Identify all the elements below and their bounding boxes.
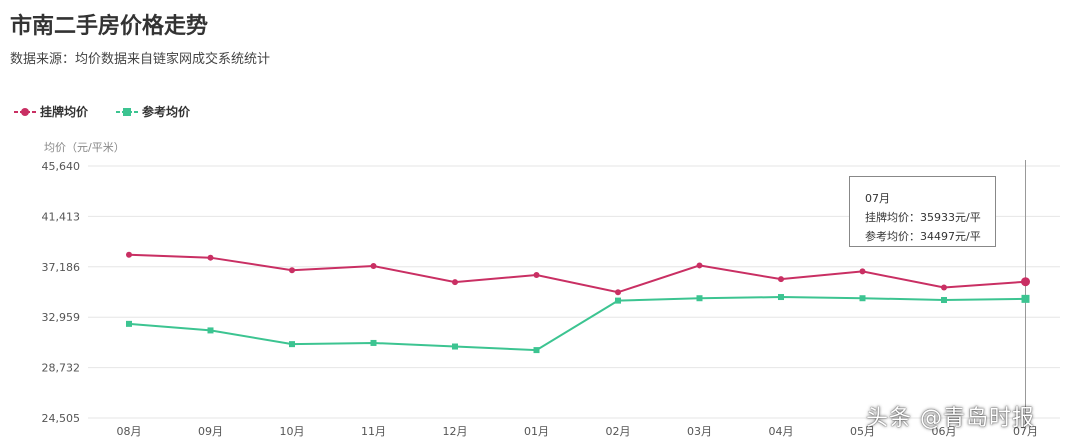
data-point-reference (941, 297, 947, 304)
x-tick-label: 01月 (524, 425, 549, 438)
data-point-reference (778, 294, 784, 301)
x-tick-label: 04月 (769, 425, 794, 438)
y-axis-title: 均价（元/平米） (44, 141, 125, 154)
tooltip-reference-value: 参考均价：34497元/平 (865, 230, 981, 243)
data-point-reference (696, 295, 703, 302)
x-tick-label: 06月 (932, 425, 957, 438)
data-point-reference (452, 343, 458, 350)
y-tick-label: 37,186 (42, 261, 81, 274)
legend-reference-label: 参考均价 (142, 105, 191, 119)
data-point-listing (859, 268, 866, 275)
y-tick-label: 24,505 (42, 412, 81, 425)
data-point-listing (778, 276, 784, 283)
data-point-reference (370, 339, 377, 346)
data-point-listing (533, 271, 540, 278)
tooltip-month: 07月 (865, 192, 890, 205)
legend-reference-swatch-icon (116, 107, 139, 116)
chart-subtitle: 数据来源：均价数据来自链家网成交系统统计 (10, 52, 271, 67)
x-tick-label: 08月 (117, 425, 142, 438)
data-point-reference (1021, 294, 1030, 303)
data-point-reference (289, 341, 295, 348)
watermark: 头条 @青岛时报 (866, 406, 1035, 431)
legend-listing-label: 挂牌均价 (40, 105, 89, 119)
tooltip-listing-value: 挂牌均价：35933元/平 (865, 211, 981, 224)
data-point-listing (370, 263, 377, 270)
x-tick-label: 05月 (850, 425, 875, 438)
y-tick-label: 32,959 (42, 311, 81, 324)
y-tick-label: 28,732 (42, 362, 81, 375)
legend-listing-swatch-icon (14, 107, 36, 116)
series-line-listing (128, 253, 1026, 294)
x-tick-label: 10月 (280, 425, 305, 438)
data-point-listing (1021, 277, 1030, 287)
data-point-listing (289, 267, 295, 274)
x-tick-label: 09月 (198, 425, 223, 438)
data-point-listing (615, 289, 621, 296)
x-tick-label: 03月 (687, 425, 712, 438)
data-point-listing (452, 279, 458, 286)
data-point-listing (941, 284, 947, 291)
x-tick-label: 02月 (606, 425, 631, 438)
data-point-reference (126, 320, 132, 327)
y-tick-label: 45,640 (42, 160, 81, 173)
legend: 挂牌均价 参考均价 (14, 103, 190, 120)
data-point-listing (126, 251, 132, 258)
data-point-listing (207, 254, 214, 261)
data-point-reference (533, 347, 540, 354)
x-tick-label: 07月 (1013, 425, 1038, 438)
data-point-reference (859, 295, 866, 302)
data-point-reference (615, 297, 621, 304)
series-line-reference (128, 296, 1026, 352)
tooltip: 07月 挂牌均价：35933元/平 参考均价：34497元/平 (849, 176, 996, 247)
y-tick-label: 41,413 (42, 210, 81, 223)
x-tick-label: 11月 (361, 425, 386, 438)
x-tick-label: 12月 (443, 425, 468, 438)
chart-title: 市南二手房价格走势 (10, 14, 209, 39)
data-point-reference (207, 327, 214, 334)
data-point-listing (696, 262, 703, 269)
legend-item-reference[interactable]: 参考均价 (116, 103, 190, 120)
legend-item-listing[interactable]: 挂牌均价 (14, 103, 88, 120)
